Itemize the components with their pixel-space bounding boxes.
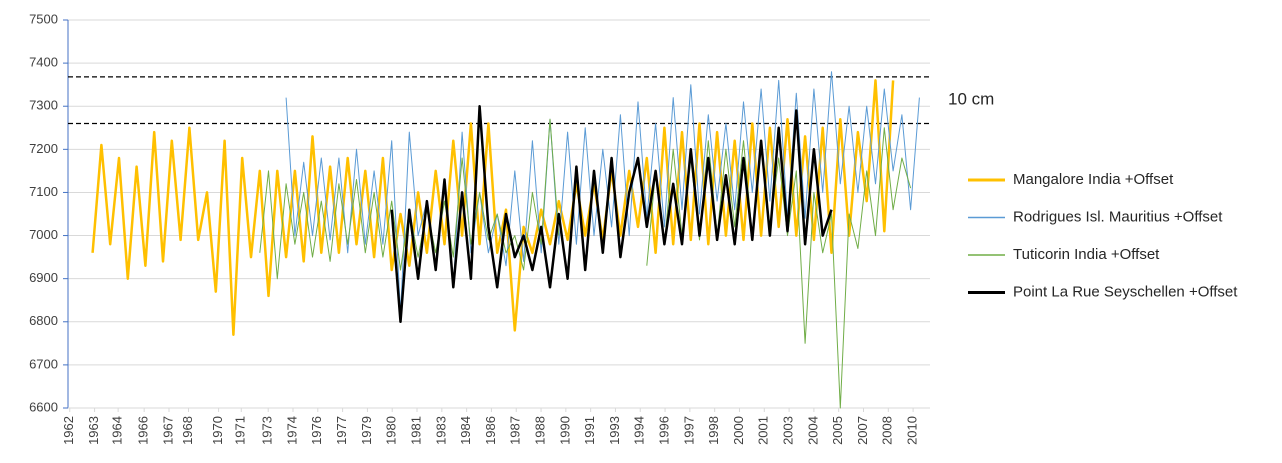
- x-tick-label: 1994: [632, 416, 647, 445]
- x-tick-label: 1976: [309, 416, 324, 445]
- x-tick-label: 1987: [508, 416, 523, 445]
- y-tick-label: 7400: [29, 55, 58, 70]
- x-tick-label: 2007: [855, 416, 870, 445]
- y-tick-label: 7200: [29, 141, 58, 156]
- x-tick-label: 1974: [284, 416, 299, 445]
- x-tick-label: 1986: [483, 416, 498, 445]
- x-tick-label: 2000: [731, 416, 746, 445]
- x-tick-label: 1973: [260, 416, 275, 445]
- x-tick-label: 1977: [334, 416, 349, 445]
- x-tick-label: 1967: [160, 416, 175, 445]
- x-tick-label: 1966: [136, 416, 151, 445]
- x-tick-label: 1993: [607, 416, 622, 445]
- legend-label: Rodrigues Isl. Mauritius +Offset: [1013, 208, 1223, 225]
- x-tick-label: 2008: [880, 416, 895, 445]
- x-tick-label: 1991: [582, 416, 597, 445]
- x-tick-label: 2010: [905, 416, 920, 445]
- x-tick-label: 1962: [61, 416, 76, 445]
- y-tick-label: 6600: [29, 399, 58, 414]
- series-line: [390, 104, 833, 324]
- x-tick-label: 1990: [557, 416, 572, 445]
- x-tick-label: 1980: [384, 416, 399, 445]
- annotation: 10 cm: [948, 89, 994, 108]
- x-tick-label: 2003: [781, 416, 796, 445]
- x-tick-label: 1984: [458, 416, 473, 445]
- y-tick-label: 6800: [29, 313, 58, 328]
- x-tick-label: 2001: [756, 416, 771, 445]
- x-tick-label: 1971: [233, 416, 248, 445]
- x-tick-label: 1963: [86, 416, 101, 445]
- x-tick-label: 1988: [532, 416, 547, 445]
- x-tick-label: 1996: [657, 416, 672, 445]
- y-tick-label: 6900: [29, 270, 58, 285]
- legend-label: Tuticorin India +Offset: [1013, 246, 1160, 263]
- x-tick-label: 1981: [408, 416, 423, 445]
- x-tick-label: 1964: [110, 416, 125, 445]
- x-tick-label: 1979: [359, 416, 374, 445]
- legend-label: Mangalore India +Offset: [1013, 171, 1174, 188]
- series-line: [285, 71, 920, 314]
- x-tick-label: 1970: [210, 416, 225, 445]
- y-tick-label: 7300: [29, 98, 58, 113]
- x-tick-label: 1998: [706, 416, 721, 445]
- y-tick-label: 7500: [29, 11, 58, 26]
- legend-label: Point La Rue Seyschellen +Offset: [1013, 283, 1238, 300]
- x-tick-label: 2005: [830, 416, 845, 445]
- x-tick-label: 2004: [805, 416, 820, 445]
- y-tick-label: 6700: [29, 356, 58, 371]
- y-tick-label: 7000: [29, 227, 58, 242]
- series-line: [91, 79, 895, 336]
- x-tick-label: 1983: [433, 416, 448, 445]
- x-tick-label: 1997: [681, 416, 696, 445]
- x-tick-label: 1968: [180, 416, 195, 445]
- y-tick-label: 7100: [29, 184, 58, 199]
